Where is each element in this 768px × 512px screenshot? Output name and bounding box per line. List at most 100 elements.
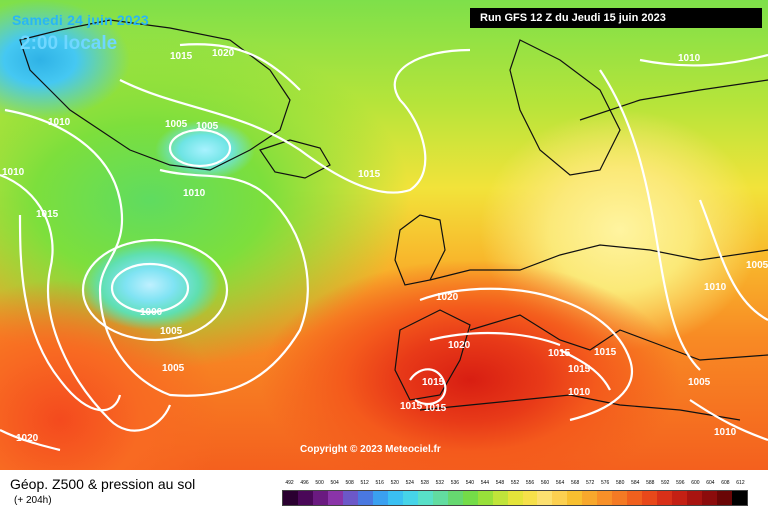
isobar-label: 1000 [140, 307, 163, 318]
isobar-1020-sw [0, 429, 61, 452]
scale-swatch [312, 491, 328, 505]
scale-label: 528 [420, 480, 429, 486]
scale-label: 556 [525, 480, 535, 486]
isobar-label: 1020 [448, 340, 471, 351]
isobar-label: 1020 [436, 292, 459, 303]
scandinavia-coast [509, 39, 621, 176]
scale-label: 504 [330, 480, 339, 486]
mediterranean-north-coast [469, 314, 768, 361]
scale-label: 496 [300, 480, 309, 486]
isobar-label: 1005 [160, 326, 183, 337]
scale-swatch [297, 491, 313, 505]
scale-label: 596 [676, 480, 685, 486]
isobar-label: 1015 [36, 209, 59, 220]
scale-label: 560 [540, 480, 550, 486]
isobar-label: 1010 [48, 117, 71, 128]
isobar-label: 1015 [548, 348, 571, 359]
isobar-1010-west [0, 173, 172, 432]
scale-label: 592 [661, 480, 670, 486]
isobar-1020-north [179, 43, 301, 91]
scale-swatch [657, 491, 673, 505]
isobar-label: 1010 [2, 167, 25, 178]
footer-legend: Géop. Z500 & pression au sol (+ 204h) 49… [0, 470, 768, 512]
scale-label: 608 [721, 480, 730, 486]
scale-swatch [372, 491, 388, 505]
scale-swatch [732, 491, 748, 505]
scale-swatch [402, 491, 418, 505]
russia-coast [579, 79, 768, 121]
scale-swatch [567, 491, 583, 505]
scale-swatch [283, 491, 298, 505]
scale-swatch [672, 491, 688, 505]
scale-label: 572 [585, 480, 595, 486]
north-europe-coast [429, 244, 768, 281]
isobar-label: 1005 [746, 260, 768, 271]
map-title: Géop. Z500 & pression au sol [10, 476, 196, 492]
run-info: Run GFS 12 Z du Jeudi 15 juin 2023 [470, 8, 762, 28]
scale-swatch [627, 491, 643, 505]
scale-label: 532 [435, 480, 444, 486]
scale-swatch [327, 491, 343, 505]
scale-swatch [432, 491, 448, 505]
isobar-label: 1010 [714, 427, 737, 438]
scale-label: 536 [450, 480, 460, 486]
isobar-label: 1010 [183, 188, 206, 199]
scale-label: 500 [315, 480, 324, 486]
isobar-1005-se [689, 399, 768, 442]
forecast-time: 2:00 locale [20, 33, 118, 54]
isobar-label: 1015 [170, 51, 193, 62]
isobar-1015-italy [559, 349, 611, 391]
scale-label: 548 [495, 480, 505, 486]
isobar-label: 1015 [400, 401, 423, 412]
scale-label: 588 [646, 480, 655, 486]
scale-swatch [612, 491, 628, 505]
isobar-1015-east [599, 69, 701, 371]
scale-swatch [552, 491, 568, 505]
scale-label: 584 [631, 480, 640, 486]
isobar-label: 1005 [688, 377, 711, 388]
isobar-1020-spain [429, 331, 561, 347]
scale-swatch [492, 491, 508, 505]
greenland-coast [19, 19, 291, 171]
scale-label: 544 [480, 480, 490, 486]
isobar-label: 1015 [568, 364, 591, 375]
isobar-label: 1005 [196, 121, 219, 132]
scale-label: 580 [616, 480, 625, 486]
isobar-1015-north [119, 48, 471, 194]
scale-swatch [642, 491, 658, 505]
isobar-label: 1010 [704, 282, 727, 293]
scale-label: 568 [570, 480, 580, 486]
isobar-1005-inner [81, 238, 229, 342]
isobar-1015-iberia [409, 368, 447, 406]
isobar-1015-west [18, 214, 122, 412]
isobar-label: 1020 [212, 48, 235, 59]
scale-swatch [342, 491, 358, 505]
scale-label: 612 [736, 480, 745, 486]
north-africa-coast [419, 394, 741, 421]
weather-map: Samedi 24 juin 2023 2:00 locale Run GFS … [0, 0, 768, 470]
isobar-label: 1010 [568, 387, 591, 398]
scale-label: 552 [510, 480, 520, 486]
scale-swatch [462, 491, 478, 505]
scale-label: 524 [405, 480, 414, 486]
scale-label: 576 [601, 480, 610, 486]
scale-label: 540 [465, 480, 475, 486]
color-scale-labels: 492 496 500 504 508 512 516 520 524 528 532 536 540 5… [282, 480, 748, 488]
copyright-notice: Copyright © 2023 Meteociel.fr [300, 444, 441, 455]
forecast-offset: (+ 204h) [14, 495, 52, 506]
scale-swatch [597, 491, 613, 505]
isobar-label: 1020 [16, 433, 39, 444]
scale-swatch [417, 491, 433, 505]
isobars [0, 43, 768, 452]
forecast-date: Samedi 24 juin 2023 [12, 12, 149, 28]
scale-label: 600 [691, 480, 700, 486]
scale-label: 516 [375, 480, 384, 486]
scale-swatch [477, 491, 493, 505]
scale-label: 564 [555, 480, 565, 486]
scale-label: 492 [285, 480, 294, 486]
map-overlay [0, 19, 768, 452]
isobar-1005-north [168, 128, 232, 168]
scale-swatch [537, 491, 553, 505]
isobar-1010-ne [639, 53, 768, 67]
scale-label: 604 [706, 480, 715, 486]
